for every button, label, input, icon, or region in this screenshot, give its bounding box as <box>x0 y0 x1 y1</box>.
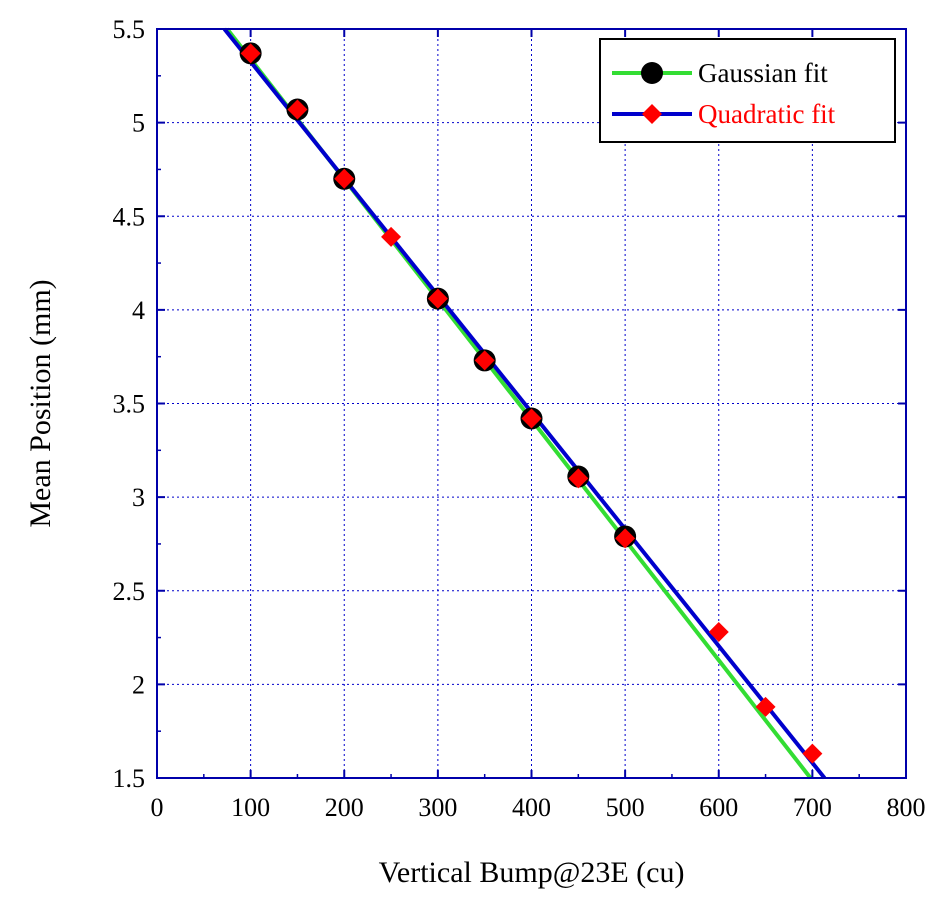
x-tick-label: 800 <box>887 793 926 822</box>
y-tick-label: 1.5 <box>113 764 146 793</box>
legend-box <box>599 38 896 143</box>
y-tick-labels: 1.5 2 2.5 3 3.5 4 4.5 5 5.5 <box>113 15 146 793</box>
legend-label-gaussian: Gaussian fit <box>698 58 828 88</box>
y-axis-label: Mean Position (mm) <box>24 279 57 527</box>
quadratic-point <box>381 226 402 247</box>
x-tick-label: 0 <box>151 793 164 822</box>
y-tick-label: 2.5 <box>113 577 146 606</box>
y-tick-label: 4 <box>132 296 145 325</box>
y-tick-label: 4.5 <box>113 202 146 231</box>
quadratic-point <box>521 408 542 429</box>
data-markers <box>239 42 823 764</box>
y-tick-label: 2 <box>132 670 145 699</box>
legend-marker-quadratic <box>642 104 662 124</box>
x-tick-labels: 0 100 200 300 400 500 600 700 800 <box>151 793 926 822</box>
y-tick-label: 5 <box>132 109 145 138</box>
legend-marker-gaussian <box>641 62 663 84</box>
legend-label-quadratic: Quadratic fit <box>698 99 836 129</box>
y-tick-label: 5.5 <box>113 15 146 44</box>
legend: Gaussian fit Quadratic fit <box>599 38 896 143</box>
quadratic-point <box>802 743 823 764</box>
axis-ticks <box>156 28 907 779</box>
quadratic-point <box>427 288 448 309</box>
y-tick-label: 3 <box>132 483 145 512</box>
quadratic-fit-line <box>222 27 827 780</box>
quadratic-point <box>240 43 261 64</box>
y-tick-label: 3.5 <box>113 390 146 419</box>
x-tick-label: 400 <box>512 793 551 822</box>
x-tick-label: 300 <box>418 793 457 822</box>
quadratic-point <box>568 468 589 489</box>
x-axis-label: Vertical Bump@23E (cu) <box>379 856 685 889</box>
fit-lines <box>222 27 827 780</box>
x-tick-label: 700 <box>793 793 832 822</box>
quadratic-point <box>755 696 776 717</box>
x-tick-label: 600 <box>699 793 738 822</box>
quadratic-point <box>334 168 355 189</box>
quadratic-point <box>708 621 729 642</box>
quadratic-point <box>615 528 636 549</box>
x-tick-label: 200 <box>325 793 364 822</box>
x-tick-label: 100 <box>231 793 270 822</box>
x-tick-label: 500 <box>606 793 645 822</box>
quadratic-point <box>474 350 495 371</box>
quadratic-point <box>287 99 308 120</box>
